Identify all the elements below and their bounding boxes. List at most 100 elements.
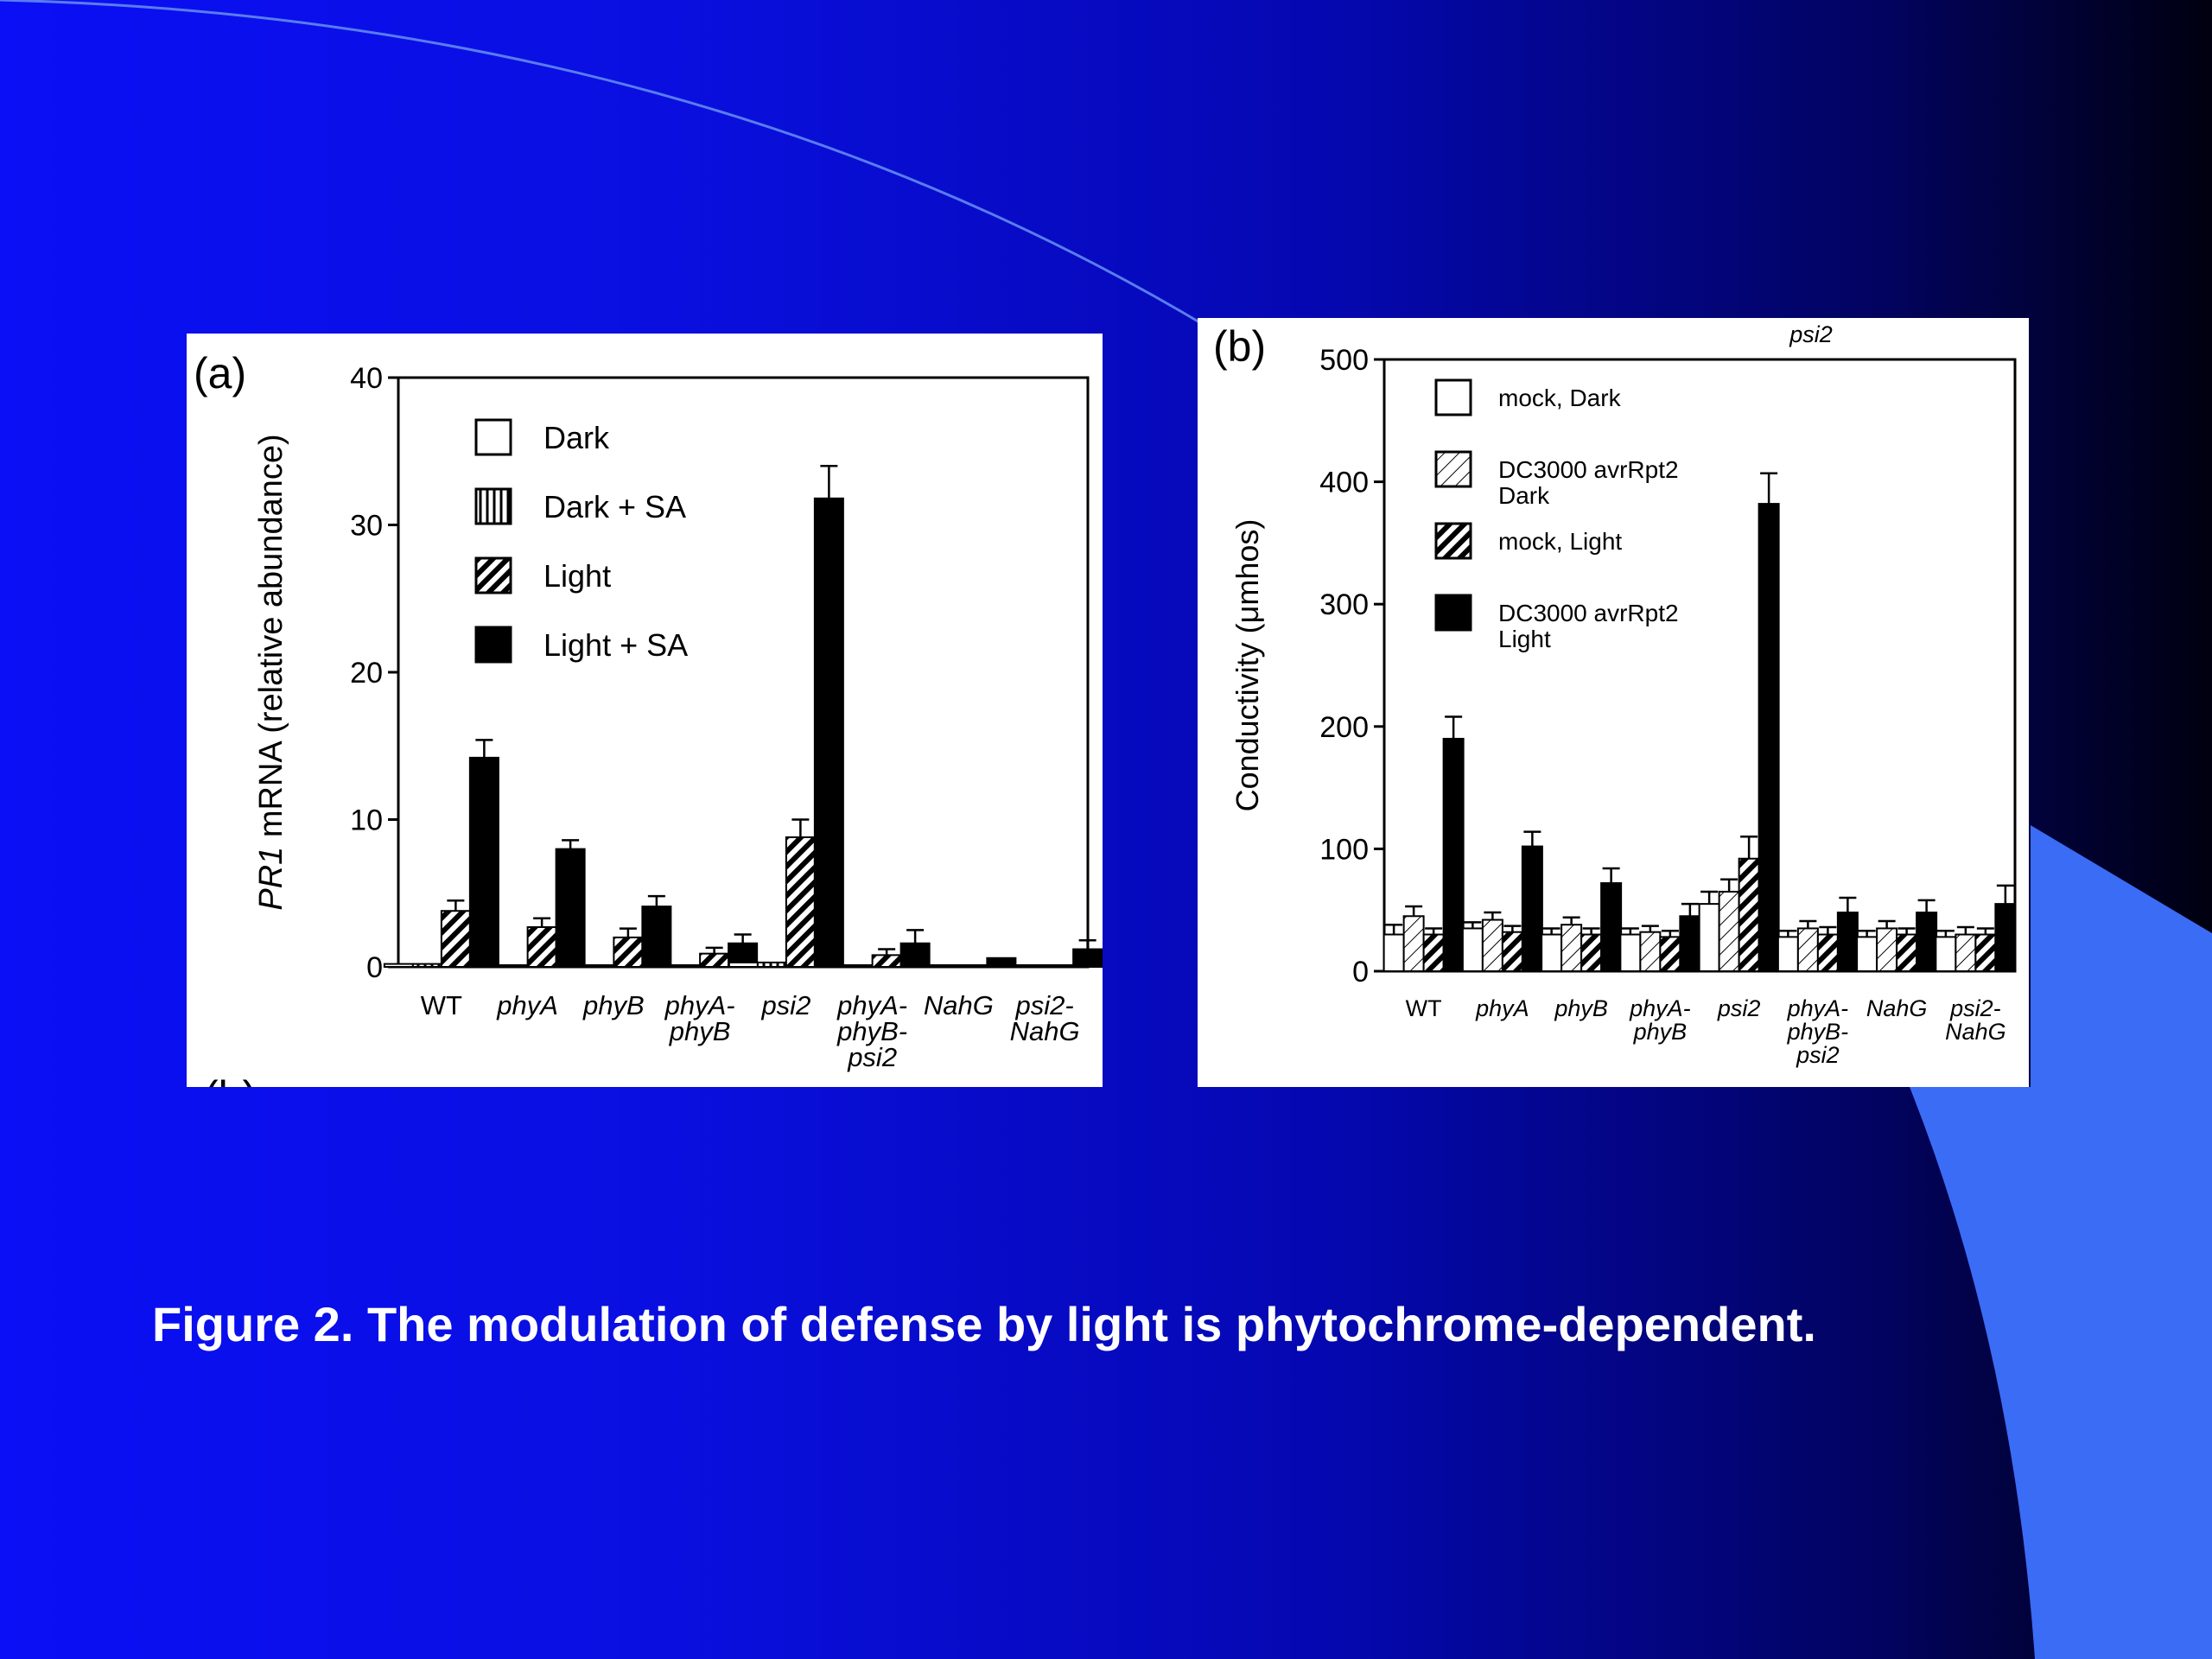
bar bbox=[814, 964, 845, 968]
bar bbox=[1816, 933, 1839, 973]
y-axis-label: PR1 mRNA (relative abundance) bbox=[253, 434, 289, 910]
y-tick-label: 40 bbox=[350, 362, 383, 395]
chart-b: 0 100 200 300 400 500 (b) Conductivity (μmhos) W… bbox=[1213, 321, 2017, 1068]
bar bbox=[1639, 931, 1662, 972]
bar bbox=[641, 906, 672, 968]
y-tick-label: 500 bbox=[1319, 344, 1369, 377]
legend-swatch bbox=[474, 487, 512, 525]
chart-panel-b: 0 100 200 300 400 500 (b) Conductivity (μmhos) W… bbox=[1198, 318, 2029, 1087]
bar bbox=[813, 497, 844, 968]
category-label: psi2 bbox=[1796, 1042, 1840, 1068]
legend-swatch bbox=[474, 626, 512, 664]
category-label: phyA- bbox=[664, 990, 735, 1020]
bar bbox=[671, 964, 702, 968]
category-label: WT bbox=[421, 990, 462, 1020]
bar bbox=[957, 964, 988, 968]
bar bbox=[383, 963, 414, 969]
y-axis-label: Conductivity (μmhos) bbox=[1230, 519, 1265, 812]
category-label: phyA bbox=[1475, 995, 1529, 1021]
bar bbox=[584, 964, 615, 968]
decorative-arc bbox=[0, 0, 1211, 330]
bar bbox=[1718, 890, 1740, 973]
category-label: phyA- bbox=[1787, 995, 1849, 1021]
y-axis-label-gene: PR1 bbox=[253, 847, 289, 911]
bar bbox=[929, 964, 960, 968]
panel-label: (b) bbox=[1213, 322, 1266, 371]
legend-label: Dark bbox=[1498, 482, 1550, 509]
bar bbox=[1796, 927, 1819, 973]
category-label: phyA- bbox=[836, 990, 907, 1020]
category-label: NahG bbox=[924, 990, 994, 1020]
bar bbox=[1461, 927, 1484, 973]
bar bbox=[1974, 933, 1997, 973]
bar bbox=[1015, 964, 1046, 968]
bar bbox=[871, 954, 902, 968]
bar bbox=[1876, 927, 1898, 973]
bar bbox=[1758, 503, 1780, 972]
legend-label: Dark + SA bbox=[543, 489, 686, 524]
y-axis-label-rest: mRNA (relative abundance) bbox=[253, 434, 289, 846]
category-label: phyA bbox=[496, 990, 558, 1020]
category-label: psi2 bbox=[847, 1042, 897, 1072]
legend-swatch bbox=[1434, 450, 1472, 488]
legend-label: DC3000 avrRpt2 bbox=[1498, 456, 1679, 483]
bar bbox=[1698, 903, 1720, 972]
category-label: psi2- bbox=[1015, 990, 1074, 1020]
y-tick-label: 10 bbox=[350, 804, 383, 837]
bar bbox=[728, 961, 759, 969]
category-label: psi2- bbox=[1949, 995, 2001, 1021]
bar bbox=[1600, 882, 1623, 972]
bar bbox=[1442, 737, 1465, 972]
top-label: psi2 bbox=[1789, 321, 1833, 347]
cropped-tick-label: 500 bbox=[316, 1081, 374, 1087]
legend-label: Dark bbox=[543, 420, 610, 455]
bar bbox=[1777, 936, 1799, 972]
y-tick-label: 100 bbox=[1319, 833, 1369, 866]
bar bbox=[526, 925, 557, 969]
category-label: phyB bbox=[669, 1016, 731, 1046]
bar bbox=[468, 756, 499, 969]
bar bbox=[756, 961, 787, 969]
bar bbox=[1541, 933, 1563, 973]
bar bbox=[1560, 924, 1583, 973]
category-label: phyB bbox=[1554, 995, 1608, 1021]
bar bbox=[785, 836, 816, 969]
bar bbox=[1402, 915, 1425, 973]
legend-swatch bbox=[1434, 594, 1472, 632]
bar bbox=[1580, 933, 1603, 973]
bar bbox=[1072, 948, 1103, 968]
bar bbox=[1856, 936, 1878, 972]
category-label: WT bbox=[1406, 995, 1442, 1021]
bar bbox=[1422, 933, 1445, 973]
bar bbox=[1935, 936, 1957, 972]
legend-swatch bbox=[1434, 378, 1472, 416]
bar bbox=[842, 964, 874, 968]
bar bbox=[1994, 903, 2017, 972]
bar bbox=[899, 942, 931, 968]
bar bbox=[1738, 857, 1760, 973]
y-tick-label: 300 bbox=[1319, 588, 1369, 621]
bar bbox=[642, 964, 673, 968]
bar bbox=[1916, 912, 1938, 972]
bar bbox=[555, 848, 586, 968]
bar bbox=[1481, 918, 1503, 973]
legend-label: mock, Light bbox=[1498, 528, 1622, 555]
figure-caption: Figure 2. The modulation of defense by l… bbox=[152, 1297, 1816, 1351]
bar bbox=[613, 936, 644, 969]
legend-label: DC3000 avrRpt2 bbox=[1498, 600, 1679, 626]
bar bbox=[699, 952, 730, 969]
bar bbox=[1501, 931, 1523, 972]
plot-frame bbox=[397, 376, 1090, 969]
y-tick-label: 0 bbox=[366, 951, 383, 984]
category-label: psi2 bbox=[760, 990, 810, 1020]
category-label: NahG bbox=[1945, 1019, 2006, 1045]
legend-label: Light bbox=[1498, 626, 1551, 652]
bar bbox=[900, 964, 931, 968]
legend-label: mock, Dark bbox=[1498, 385, 1622, 411]
legend-swatch bbox=[474, 556, 512, 594]
plot-frame bbox=[1382, 358, 2017, 973]
bar bbox=[1619, 933, 1642, 973]
bar bbox=[1896, 933, 1918, 973]
bar bbox=[556, 964, 587, 968]
